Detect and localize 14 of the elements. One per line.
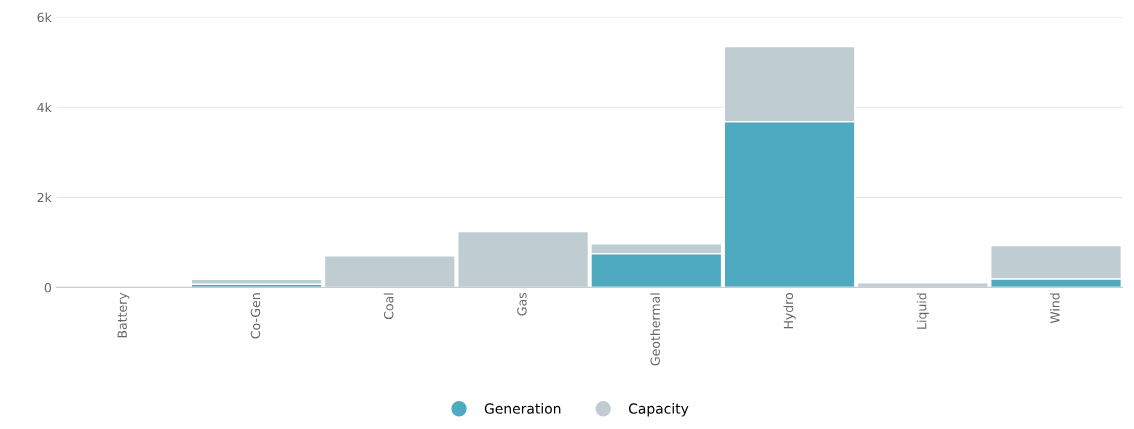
y-tick-label: 2k: [37, 192, 52, 203]
x-tick-label: Geothermal: [650, 293, 660, 366]
x-tick-label: Liquid: [916, 293, 929, 329]
y-tick-label: 0: [44, 282, 52, 293]
y-tick-label: 4k: [37, 102, 52, 112]
x-tick-label: Battery: [117, 292, 130, 338]
x-tick-label: Co-Gen: [250, 293, 261, 339]
legend-label: Generation: [484, 403, 561, 414]
x-tick-label: Wind: [1049, 293, 1060, 324]
y-tick-label: 6k: [37, 12, 52, 23]
x-tick-label: Hydro: [783, 292, 796, 329]
x-tick-label: Gas: [517, 292, 527, 316]
legend-label: Capacity: [628, 403, 689, 417]
x-tick-label: Coal: [383, 293, 394, 320]
